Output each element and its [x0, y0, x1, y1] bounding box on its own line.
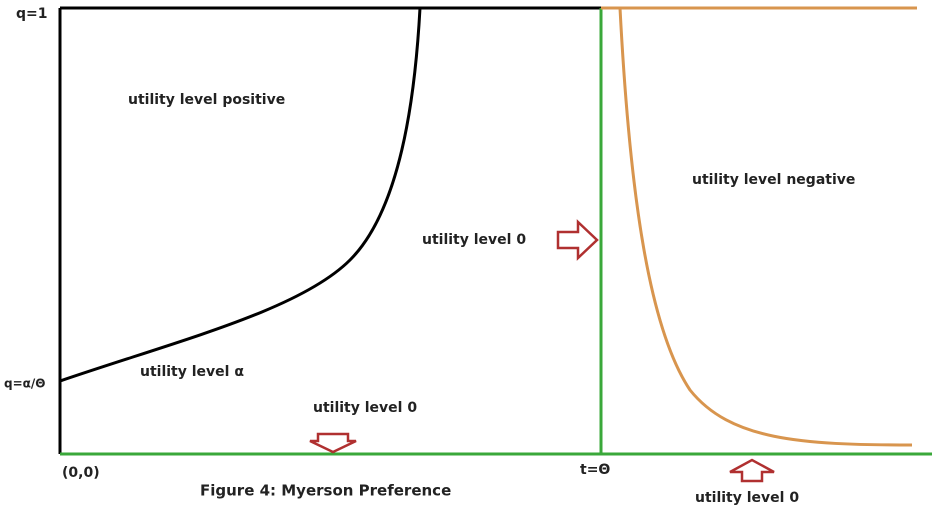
region-label: utility level negative	[692, 172, 855, 188]
arrow-right	[556, 219, 599, 261]
arrow-up	[729, 458, 775, 483]
arrow-down	[309, 432, 357, 454]
black-curve	[59, 7, 422, 383]
region-label: utility level α	[140, 364, 244, 380]
region-label: utility level 0	[422, 232, 526, 248]
caption: Figure 4: Myerson Preference	[200, 482, 451, 500]
region-label: utility level 0	[313, 400, 417, 416]
region-label: utility level 0	[695, 490, 799, 506]
theta-label: t=Θ	[580, 462, 610, 478]
origin-label: (0,0)	[62, 465, 100, 481]
q-top-label: q=1	[16, 6, 48, 22]
q-low-label: q=α/Θ	[4, 377, 45, 391]
region-label: utility level positive	[128, 92, 285, 108]
orange-curve	[618, 7, 913, 447]
